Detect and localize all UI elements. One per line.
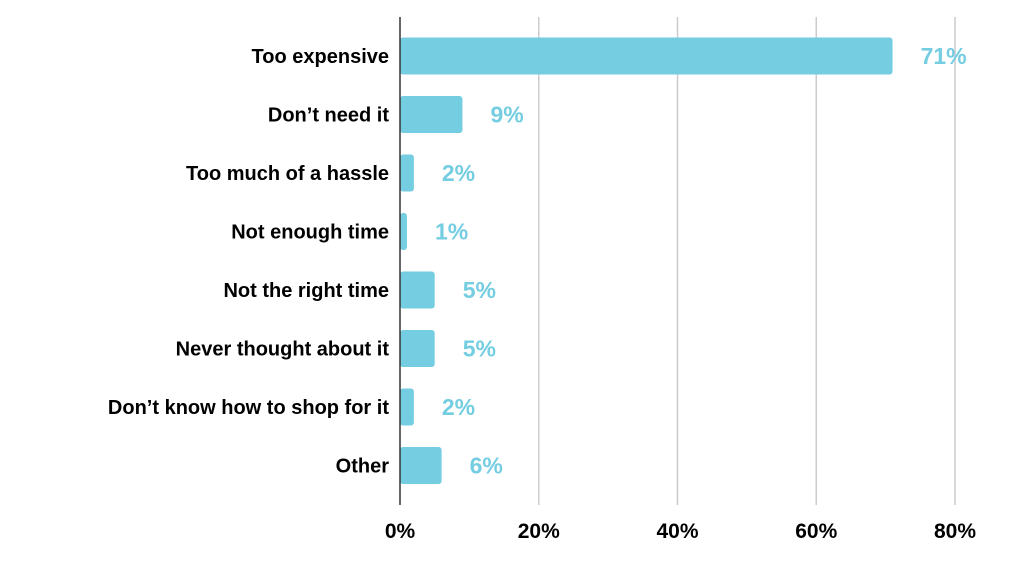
x-tick-labels: 0% 20% 40% 60% 80%	[385, 520, 977, 543]
x-tick-label: 80%	[934, 520, 976, 543]
value-label: 6%	[470, 453, 503, 479]
bar	[400, 213, 407, 250]
bar	[400, 330, 435, 367]
category-label: Not enough time	[231, 222, 389, 244]
category-label: Never thought about it	[176, 339, 390, 361]
category-label: Don’t need it	[268, 105, 389, 127]
category-label: Too much of a hassle	[186, 163, 389, 185]
x-tick-label: 60%	[795, 520, 837, 543]
value-label: 5%	[463, 336, 496, 362]
value-labels: 71% 9% 2% 1% 5% 5% 2% 6%	[435, 43, 967, 479]
bar	[400, 96, 463, 133]
bar	[400, 154, 414, 192]
bar	[400, 447, 442, 484]
category-label: Not the right time	[223, 280, 389, 302]
gridlines	[538, 17, 956, 505]
category-label: Too expensive	[252, 46, 389, 68]
bar	[400, 37, 893, 75]
value-label: 71%	[921, 43, 967, 69]
x-tick-label: 20%	[518, 520, 560, 543]
value-label: 2%	[442, 160, 475, 186]
bars	[400, 37, 893, 484]
category-label: Don’t know how to shop for it	[108, 397, 389, 419]
category-label: Other	[336, 456, 390, 478]
bar	[400, 388, 414, 426]
x-tick-label: 40%	[656, 520, 698, 543]
value-label: 1%	[435, 219, 468, 245]
category-labels: Too expensive Don’t need it Too much of a …	[108, 46, 389, 478]
value-label: 5%	[463, 277, 496, 303]
value-label: 2%	[442, 394, 475, 420]
x-tick-label: 0%	[385, 520, 416, 543]
bar	[400, 271, 435, 309]
value-label: 9%	[490, 102, 523, 128]
